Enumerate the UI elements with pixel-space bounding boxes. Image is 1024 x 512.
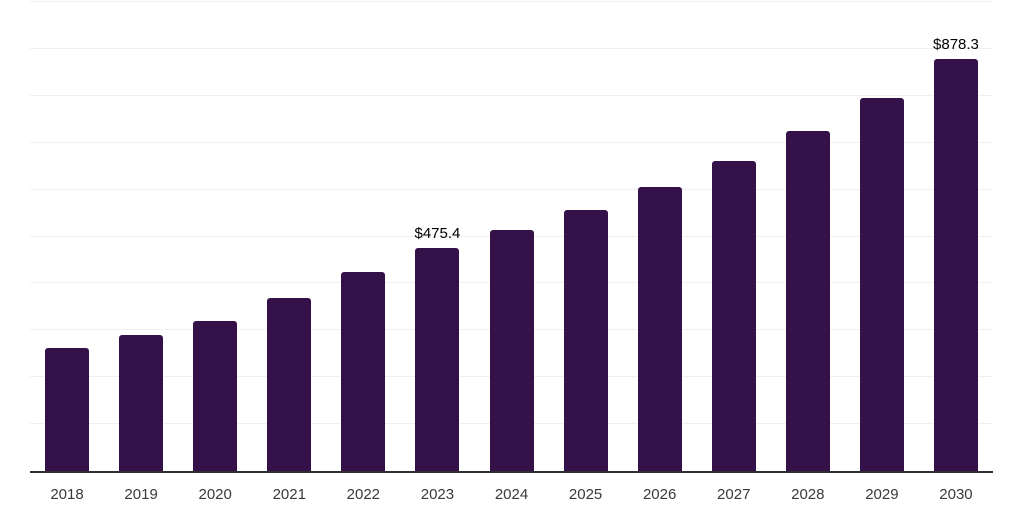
bar-2018 (45, 348, 90, 471)
x-tick-label: 2021 (272, 486, 306, 503)
bar-2025 (563, 210, 608, 471)
bar-slot (326, 2, 400, 471)
bar-slot (178, 2, 252, 471)
bars-container: $475.4 $878.3 (30, 2, 993, 471)
x-tick-label: 2024 (494, 486, 529, 503)
bar-slot (30, 2, 104, 471)
market-forecast-bar-chart: $475.4 $878.3 2018 2019 2020 2021 2022 2023 202… (30, 1, 993, 504)
x-tick-label: 2028 (791, 486, 825, 503)
gridline (30, 1, 993, 2)
bar-slot (771, 2, 845, 471)
bar-slot: $878.3 (919, 2, 993, 471)
x-tick-label: 2029 (865, 486, 899, 503)
x-axis-tick-labels: 2018 2019 2020 2021 2022 2023 2024 2025 2026 2027… (30, 486, 993, 504)
bar-slot (549, 2, 623, 471)
x-tick-label: 2023 (420, 486, 455, 503)
x-tick-label: 2030 (939, 486, 973, 503)
gridline (30, 188, 993, 190)
bar-2022 (341, 271, 386, 471)
bar-2021 (267, 298, 312, 471)
x-tick-label: 2019 (124, 486, 158, 503)
bar-2028 (785, 131, 830, 471)
bar-2027 (711, 161, 756, 471)
bar-slot (697, 2, 771, 471)
bar-2019 (119, 335, 164, 471)
bar-2029 (859, 98, 904, 471)
x-tick-label: 2022 (346, 486, 381, 503)
gridline (30, 94, 993, 96)
bar-slot (845, 2, 919, 471)
x-tick-label: 2020 (198, 486, 232, 503)
x-tick-label: 2025 (568, 486, 603, 503)
bar-slot (623, 2, 697, 471)
plot-area: $475.4 $878.3 (30, 1, 993, 473)
bar-slot (104, 2, 178, 471)
bar-2024 (489, 229, 534, 471)
bar-2030 (933, 59, 978, 471)
gridline (30, 141, 993, 143)
x-tick-label: 2018 (50, 486, 84, 503)
x-tick-label: 2026 (642, 486, 677, 503)
gridline (30, 47, 993, 49)
bar-slot (252, 2, 326, 471)
bar-data-label: $878.3 (933, 36, 979, 54)
bar-data-label: $475.4 (414, 225, 461, 243)
x-tick-label: 2027 (717, 486, 751, 503)
bar-2023 (415, 248, 460, 471)
bar-2020 (193, 321, 238, 471)
bar-2026 (637, 187, 682, 471)
bar-slot (474, 2, 548, 471)
bar-slot: $475.4 (400, 2, 474, 471)
